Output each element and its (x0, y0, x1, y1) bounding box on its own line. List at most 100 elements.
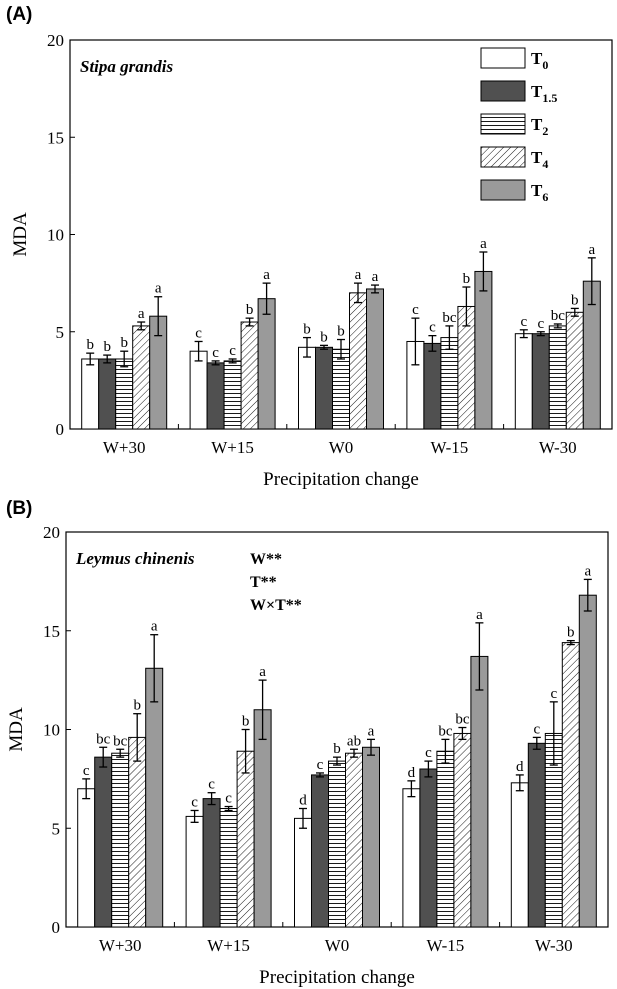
significance-letter: c (533, 721, 540, 737)
x-tick-label: W0 (329, 438, 354, 457)
legend-swatch-t4 (480, 146, 526, 168)
significance-letter: c (191, 794, 198, 810)
x-tick-label: W-30 (535, 936, 573, 955)
legend-label-t4: T4 (531, 148, 548, 171)
anova-annotation: W** (250, 551, 282, 568)
bar-t2-w-15 (223, 360, 242, 430)
significance-letter: a (355, 267, 362, 283)
x-axis-label: Precipitation change (263, 469, 419, 490)
anova-annotation: W×T** (250, 597, 302, 614)
bar-t2-w0 (328, 760, 346, 928)
legend-swatch-t0 (480, 47, 526, 69)
significance-letter: d (516, 759, 524, 775)
bar-t6-w-15 (470, 655, 489, 928)
bar-t4-w-30 (565, 311, 584, 430)
significance-letter: bc (442, 310, 457, 326)
significance-letter: bc (113, 733, 128, 749)
bar-t1-5-w0 (315, 346, 333, 430)
significance-letter: bc (551, 308, 566, 324)
anova-annotation: T** (250, 574, 277, 591)
significance-letter: bc (96, 731, 111, 747)
x-tick-label: W-15 (427, 936, 465, 955)
bar-t4-w-30 (128, 736, 147, 928)
legend-swatch-t1-5 (480, 80, 526, 102)
y-tick-label: 15 (47, 128, 64, 147)
significance-letter: a (263, 267, 270, 283)
significance-letter: a (151, 619, 158, 635)
significance-letter: a (155, 281, 162, 297)
bar-t0-w-15 (189, 350, 208, 430)
bar-t1-5-w-30 (98, 358, 117, 430)
bar-t0-w-30 (81, 358, 100, 430)
bar-t1-5-w-30 (527, 742, 546, 928)
panel-a-label: (A) (6, 4, 33, 25)
bar-t6-w-15 (474, 270, 493, 430)
y-tick-label: 5 (52, 819, 61, 838)
significance-letter: a (368, 723, 375, 739)
significance-letter: b (463, 271, 471, 287)
panel-b-label: (B) (6, 498, 33, 519)
significance-letter: a (138, 306, 145, 322)
bar-t4-w-15 (240, 321, 259, 430)
y-tick-label: 0 (52, 918, 61, 937)
bar-t2-w-15 (219, 808, 238, 928)
y-tick-label: 10 (47, 226, 64, 245)
bar-t1-5-w-30 (531, 333, 550, 430)
x-tick-label: W+30 (99, 936, 142, 955)
significance-letter: bc (455, 712, 470, 728)
significance-letter: c (229, 343, 236, 359)
y-tick-label: 15 (43, 622, 60, 641)
bar-t0-w-15 (185, 815, 204, 928)
legend-label-t0: T0 (531, 49, 548, 72)
bar-t0-w-30 (514, 333, 533, 430)
significance-letter: c (429, 320, 436, 336)
legend-label-t1-5: T1.5 (531, 82, 557, 105)
y-tick-label: 0 (56, 420, 65, 439)
panel-b: (B) 0 5 10 15 20 W+30 W+15 W0 W-15 W-30 c c d d d bc c c c… (0, 494, 617, 989)
bar-t0-w-30 (77, 788, 96, 928)
bar-t0-w-30 (510, 782, 529, 928)
significance-letter: c (425, 745, 432, 761)
bar-t2-w-15 (440, 337, 459, 430)
significance-letter: a (372, 269, 379, 285)
bar-t4-w0 (349, 292, 367, 430)
significance-letter: c (317, 757, 324, 773)
significance-letter: c (225, 791, 232, 807)
x-tick-label: W-30 (539, 438, 577, 457)
bar-t6-w-15 (253, 709, 272, 928)
legend-label-t2: T2 (531, 115, 548, 138)
bar-t2-w-30 (115, 358, 134, 430)
significance-letter: d (299, 793, 307, 809)
significance-letter: a (259, 664, 266, 680)
significance-letter: b (120, 335, 128, 351)
bar-t4-w-30 (561, 642, 580, 928)
x-axis-label: Precipitation change (259, 967, 415, 988)
bar-t2-w0 (332, 348, 350, 430)
y-tick-label: 5 (56, 323, 65, 342)
significance-letter: c (208, 777, 215, 793)
y-axis-label: MDA (6, 707, 27, 752)
bar-t2-w-15 (436, 750, 455, 928)
bar-t1-5-w-30 (94, 756, 113, 928)
bar-t4-w-15 (453, 732, 472, 928)
bar-t2-w-30 (111, 752, 130, 928)
significance-letter: b (567, 625, 575, 641)
significance-letter: b (86, 337, 94, 353)
species-title: Stipa grandis (80, 57, 173, 76)
significance-letter: a (476, 607, 483, 623)
bar-t4-w0 (345, 752, 363, 928)
bar-t1-5-w-15 (206, 362, 225, 430)
significance-letter: b (303, 322, 311, 338)
significance-letter: b (571, 292, 579, 308)
bar-t6-w0 (366, 288, 384, 430)
y-tick-label: 20 (47, 31, 64, 50)
bar-t0-w0 (294, 817, 312, 928)
significance-letter: b (337, 324, 345, 340)
bar-t6-w-30 (578, 594, 597, 928)
significance-letter: c (537, 316, 544, 332)
x-tick-label: W-15 (431, 438, 469, 457)
bar-t1-5-w-15 (202, 798, 221, 928)
bar-t1-5-w-15 (423, 342, 442, 430)
